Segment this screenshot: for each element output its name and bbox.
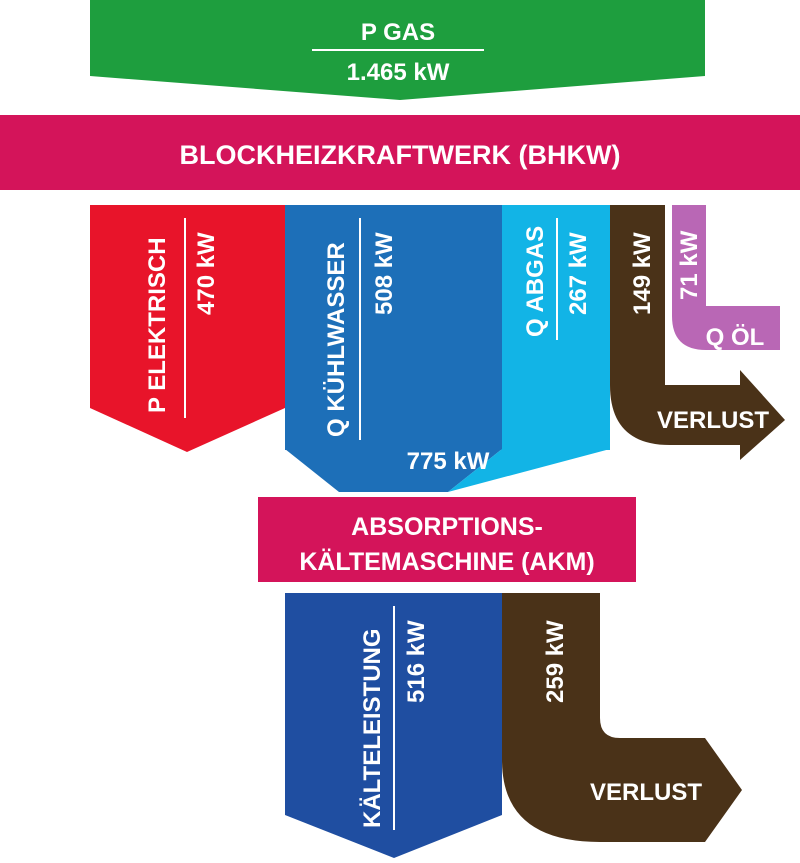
combined-arrow-tip-abgas xyxy=(448,449,610,492)
kaelte-label: KÄLTELEISTUNG xyxy=(359,628,386,828)
bhkw-label: BLOCKHEIZKRAFTWERK (BHKW) xyxy=(180,140,621,170)
akm-bar xyxy=(258,497,636,582)
kaelte-value: 516 kW xyxy=(403,620,430,703)
combined-arrow-tip xyxy=(285,449,502,492)
bhkw-bar xyxy=(0,115,800,190)
abgas-value: 267 kW xyxy=(565,232,592,315)
oel-arrow xyxy=(672,205,780,350)
akm-line1: ABSORPTIONS- xyxy=(351,513,543,541)
elektrisch-value: 470 kW xyxy=(193,232,220,315)
kuehlwasser-value: 508 kW xyxy=(371,232,398,315)
akm-line2: KÄLTEMASCHINE (AKM) xyxy=(299,548,594,576)
abgas-label: Q ABGAS xyxy=(522,226,549,337)
verlust1-arrow xyxy=(610,205,785,460)
verlust2-label: VERLUST xyxy=(590,779,702,806)
verlust1-label: VERLUST xyxy=(657,407,769,434)
verlust2-arrow xyxy=(502,593,742,842)
oel-label: Q ÖL xyxy=(706,324,765,351)
combined-value: 775 kW xyxy=(407,448,490,475)
verlust1-value: 149 kW xyxy=(629,232,656,315)
kuehlwasser-label: Q KÜHLWASSER xyxy=(323,242,350,437)
verlust2-value: 259 kW xyxy=(542,620,569,703)
gas-label: P GAS xyxy=(361,19,435,46)
kuehlwasser-block xyxy=(285,205,502,450)
gas-value: 1.465 kW xyxy=(347,59,450,86)
elektrisch-label: P ELEKTRISCH xyxy=(144,237,171,413)
oel-value: 71 kW xyxy=(676,230,703,300)
elektrisch-arrow xyxy=(90,205,285,452)
